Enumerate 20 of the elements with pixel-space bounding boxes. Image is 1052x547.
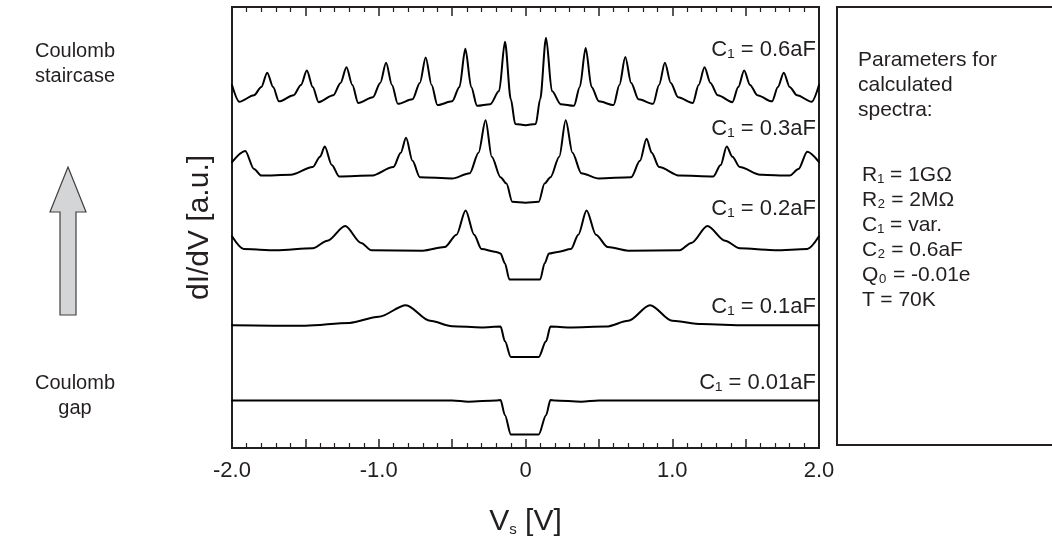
series-label: C₁ = 0.6aF — [711, 35, 816, 61]
series-label: C₁ = 0.2aF — [711, 194, 816, 220]
text: T = 70K — [862, 286, 937, 311]
text: R₁ = 1GΩ — [862, 161, 953, 186]
series-label: C₁ = 0.01aF — [699, 368, 816, 394]
x-tick-label: 1.0 — [656, 456, 688, 482]
x-tick-label: 2.0 — [803, 456, 835, 482]
x-tick-label: -2.0 — [213, 456, 251, 482]
text: R₂ = 2MΩ — [862, 186, 956, 211]
y-axis-title: dI/dV [a.u.] — [180, 154, 214, 301]
text: Parameters for calculated spectra: — [858, 46, 998, 121]
x-tick-label: -1.0 — [359, 456, 398, 482]
series-label: C₁ = 0.1aF — [711, 292, 816, 318]
text: C₁ = var. — [862, 211, 944, 236]
x-tick-label: 0 — [519, 456, 532, 482]
text: C₂ = 0.6aF — [862, 236, 964, 261]
text: Coulomb gap — [33, 370, 116, 420]
text: Q₀ = -0.01e — [862, 261, 972, 286]
series-label: C₁ = 0.3aF — [711, 114, 816, 140]
text: Coulomb staircase — [33, 38, 116, 88]
